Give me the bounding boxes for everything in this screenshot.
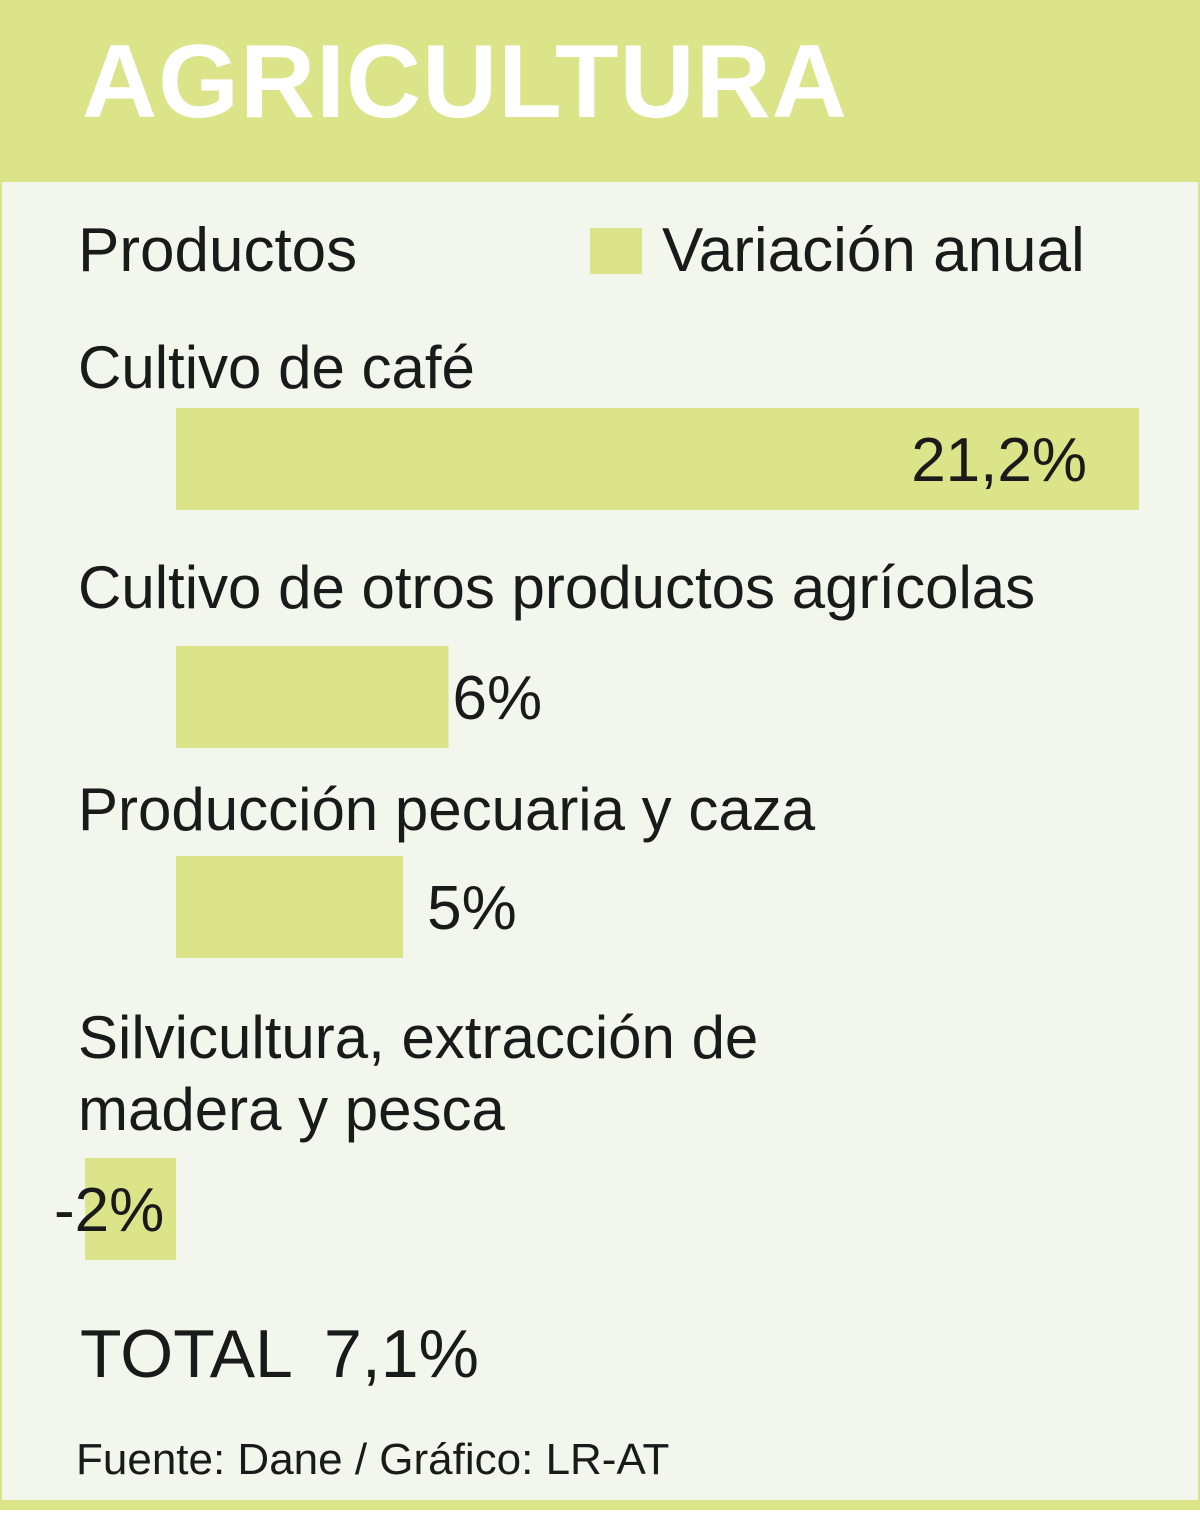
title-bar: AGRICULTURA — [2, 2, 1198, 182]
bar-silvicultura — [85, 1158, 176, 1260]
category-label-silvicultura: Silvicultura, extracción de madera y pes… — [78, 1004, 759, 1143]
bottom-rule — [0, 1500, 1200, 1510]
bar-otros — [176, 646, 449, 748]
column-header-products: Productos — [78, 216, 358, 285]
data-label-silvicultura: -2% — [54, 1176, 164, 1245]
category-label-otros: Cultivo de otros productos agrícolas — [78, 554, 1036, 621]
legend-swatch — [590, 228, 642, 274]
total-value: 7,1% — [324, 1316, 479, 1392]
total-label: TOTAL — [80, 1316, 293, 1392]
data-label-cafe: 21,2% — [911, 426, 1087, 495]
data-label-otros: 6% — [453, 664, 543, 733]
legend-label: Variación anual — [662, 216, 1085, 285]
category-label-cafe: Cultivo de café — [78, 334, 475, 401]
category-label-pecuaria: Producción pecuaria y caza — [78, 776, 816, 843]
bar-cafe — [176, 408, 1139, 510]
data-label-pecuaria: 5% — [427, 874, 517, 943]
bar-pecuaria — [176, 856, 404, 958]
chart-title: AGRICULTURA — [82, 24, 848, 140]
source-note: Fuente: Dane / Gráfico: LR-AT — [76, 1435, 670, 1484]
